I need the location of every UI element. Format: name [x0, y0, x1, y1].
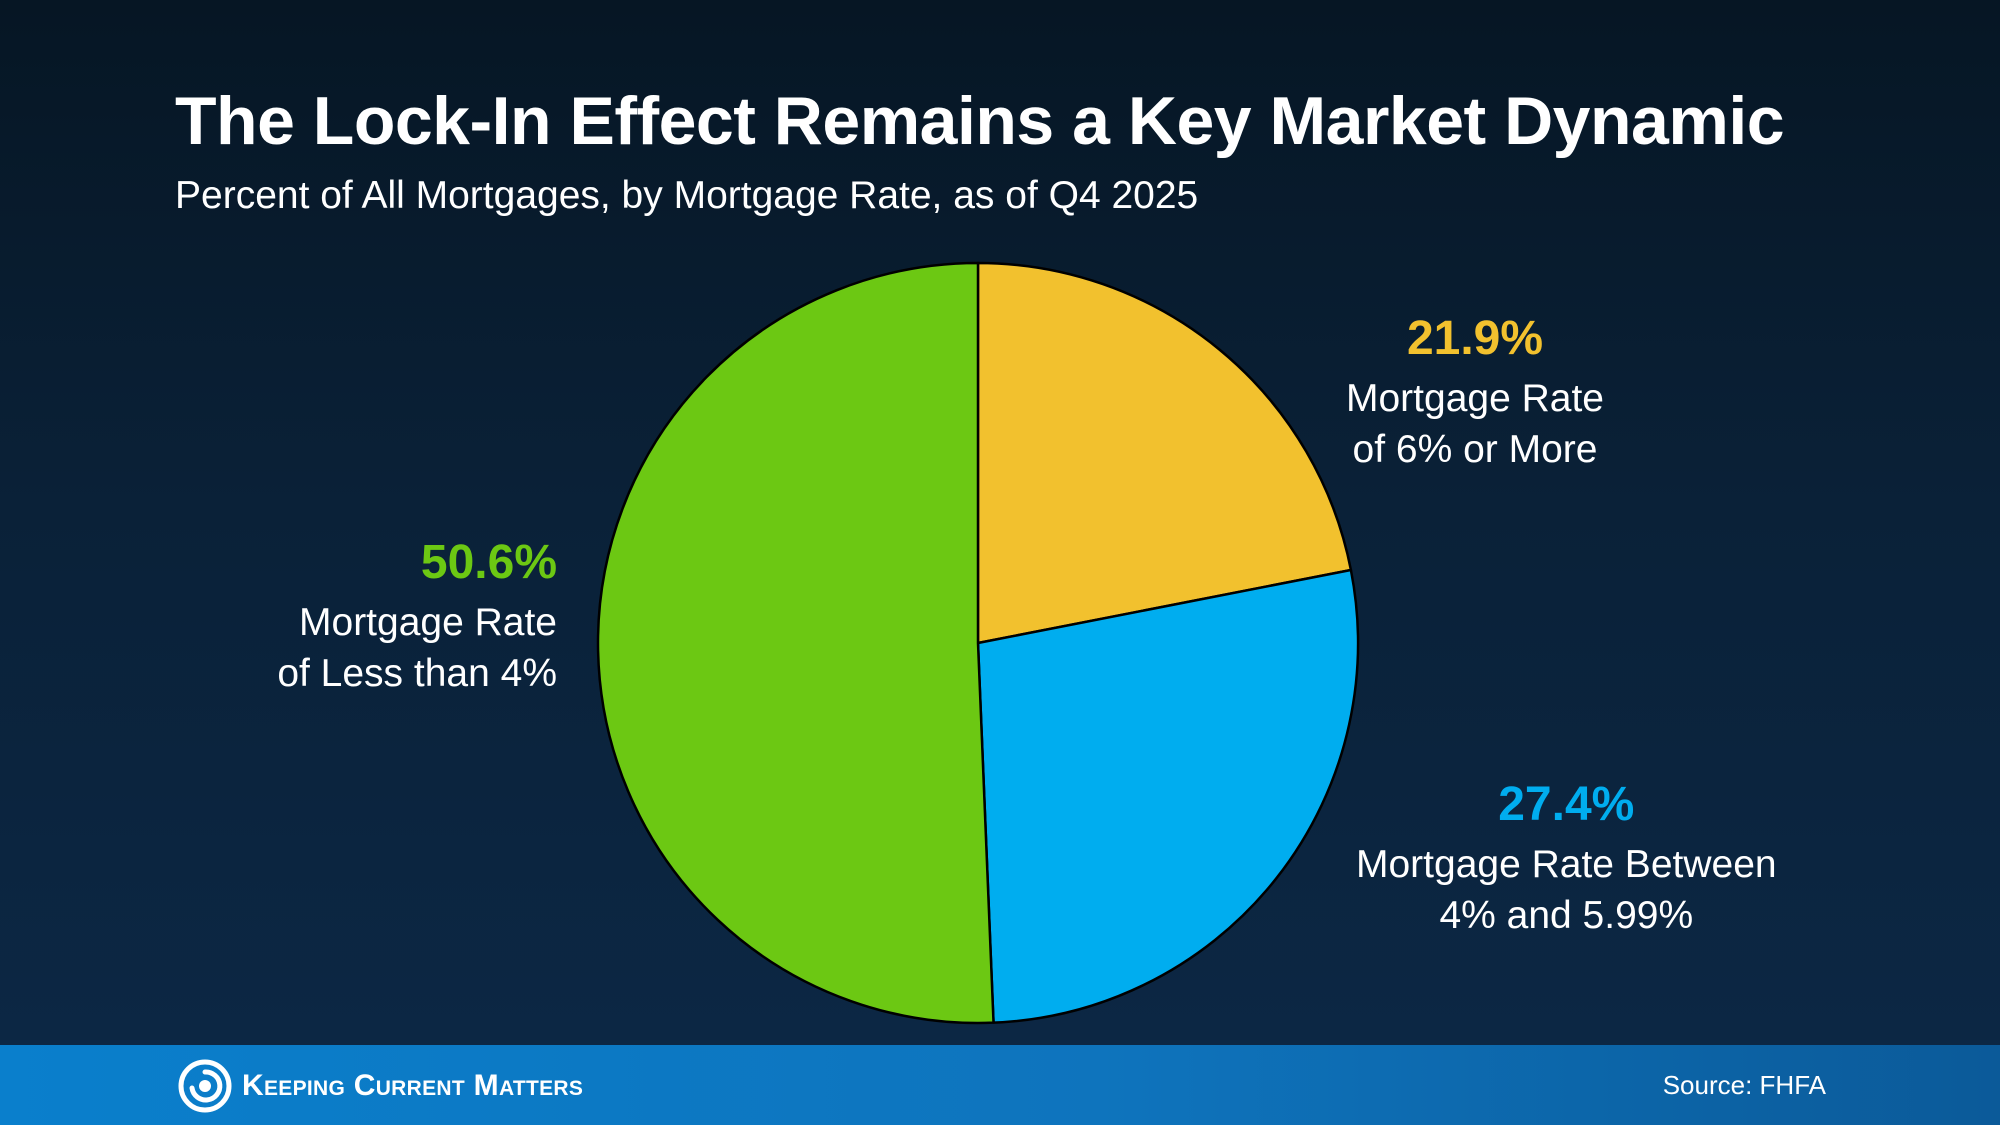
swirl-icon	[178, 1059, 232, 1113]
slice-label-six-or-more: 21.9% Mortgage Rate of 6% or More	[1346, 308, 1604, 476]
pie-slice-between	[976, 568, 1360, 1024]
footer-bar: Keeping Current Matters Source: FHFA	[0, 1045, 2000, 1125]
slice-label-less-than-four: 50.6% Mortgage Rate of Less than 4%	[277, 532, 557, 700]
slice-value-between: 27.4%	[1498, 778, 1635, 831]
brand-name: Keeping Current Matters	[242, 1069, 584, 1102]
slice-desc-line2-less-than-four: of Less than 4%	[277, 652, 557, 696]
slice-desc-line1-less-than-four: Mortgage Rate	[299, 601, 557, 645]
slice-value-six-or-more: 21.9%	[1406, 312, 1544, 365]
pie-slice-six-or-more	[976, 261, 1353, 645]
chart-title: The Lock-In Effect Remains a Key Market …	[175, 83, 1785, 159]
slice-desc-line2-between: 4% and 5.99%	[1439, 894, 1694, 938]
slice-desc-line1-six-or-more: Mortgage Rate	[1346, 377, 1604, 421]
pie-slice-less-than-four	[596, 261, 995, 1025]
slice-value-less-than-four: 50.6%	[420, 536, 557, 589]
brand-logo[interactable]: Keeping Current Matters	[178, 1059, 583, 1113]
slice-desc-line1-between: Mortgage Rate Between	[1356, 843, 1777, 887]
slice-label-between: 27.4% Mortgage Rate Between 4% and 5.99%	[1356, 774, 1777, 942]
chart-subtitle: Percent of All Mortgages, by Mortgage Ra…	[175, 174, 1199, 217]
source-note: Source: FHFA	[1662, 1070, 1826, 1100]
slice-desc-line2-six-or-more: of 6% or More	[1352, 428, 1598, 472]
